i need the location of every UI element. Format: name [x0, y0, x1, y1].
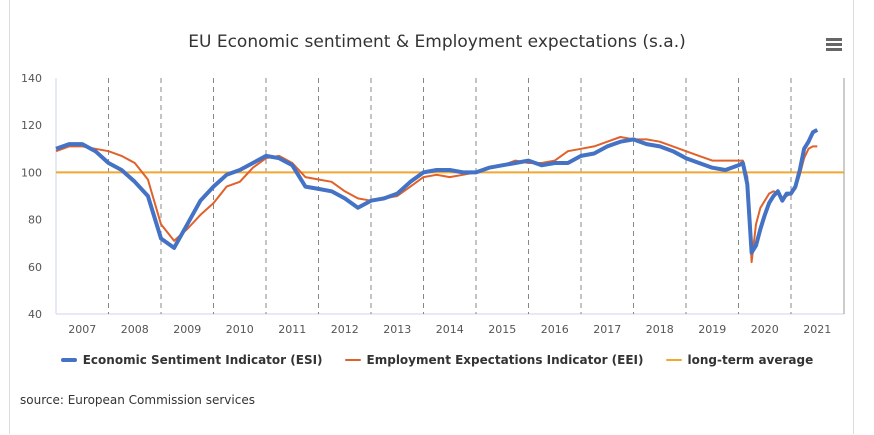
legend: Economic Sentiment Indicator (ESI) Emplo… [0, 353, 874, 367]
x-tick-label: 2019 [698, 323, 726, 336]
x-tick-label: 2018 [646, 323, 674, 336]
source-note: source: European Commission services [20, 393, 255, 407]
x-tick-label: 2011 [278, 323, 306, 336]
y-tick-label: 60 [28, 261, 42, 274]
chart-title: EU Economic sentiment & Employment expec… [188, 32, 686, 52]
x-tick-label: 2016 [541, 323, 569, 336]
eei-line [55, 136, 818, 264]
legend-swatch-eei [344, 359, 361, 361]
esi-line [55, 128, 819, 255]
x-tick-label: 2021 [803, 323, 831, 336]
y-tick-label: 140 [21, 72, 42, 85]
legend-label-esi: Economic Sentiment Indicator (ESI) [82, 353, 323, 367]
legend-item-eei[interactable]: Employment Expectations Indicator (EEI) [344, 353, 644, 367]
chart-frame [9, 0, 854, 434]
x-tick-label: 2015 [488, 323, 516, 336]
hamburger-menu-icon[interactable] [826, 38, 842, 52]
y-tick-label: 40 [28, 308, 42, 321]
legend-item-average[interactable]: long-term average [665, 353, 814, 367]
x-tick-label: 2014 [436, 323, 464, 336]
legend-swatch-average [665, 359, 682, 361]
x-tick-label: 2007 [68, 323, 96, 336]
x-tick-label: 2020 [751, 323, 779, 336]
x-tick-label: 2012 [331, 323, 359, 336]
x-tick-label: 2017 [593, 323, 621, 336]
x-tick-label: 2013 [383, 323, 411, 336]
x-tick-label: 2010 [226, 323, 254, 336]
legend-label-average: long-term average [687, 353, 814, 367]
y-tick-label: 100 [21, 166, 42, 179]
y-tick-label: 120 [21, 119, 42, 132]
x-tick-label: 2008 [121, 323, 149, 336]
legend-swatch-esi [60, 358, 77, 362]
legend-label-eei: Employment Expectations Indicator (EEI) [366, 353, 644, 367]
legend-item-esi[interactable]: Economic Sentiment Indicator (ESI) [60, 353, 323, 367]
x-tick-label: 2009 [173, 323, 201, 336]
y-tick-label: 80 [28, 214, 42, 227]
